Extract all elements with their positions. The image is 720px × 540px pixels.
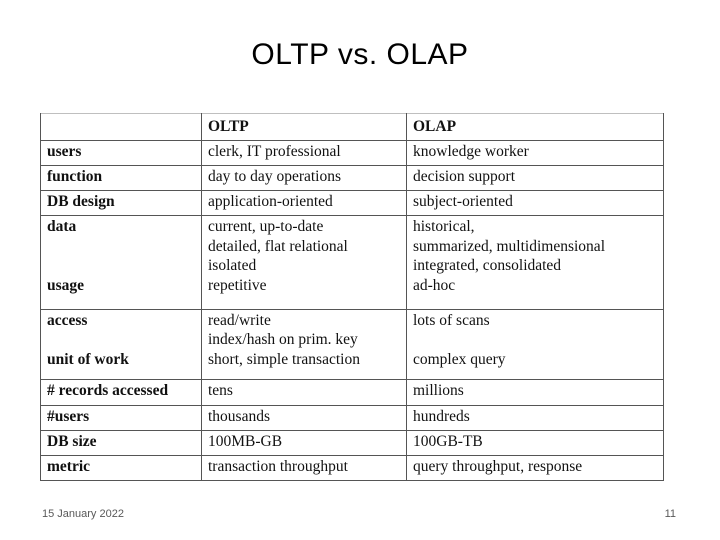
olap-cell: knowledge worker: [406, 140, 664, 167]
oltp-cell: day to day operations: [201, 165, 407, 192]
cell-line: repetitive: [208, 276, 267, 294]
cell-line: [47, 237, 195, 257]
row-label-cell: access unit of work: [40, 309, 202, 381]
oltp-cell: transaction throughput: [201, 455, 407, 482]
cell-line: index/hash on prim. key: [208, 331, 358, 349]
page-number: 11: [664, 508, 676, 520]
oltp-cell: thousands: [201, 405, 407, 431]
row-label-cell: DB design: [40, 190, 202, 217]
comparison-table: OLTP OLAP users clerk, IT professional kno…: [40, 113, 664, 482]
cell-line: hundreds: [413, 407, 470, 425]
cell-line: subject-oriented: [413, 193, 513, 211]
olap-cell: decision support: [406, 165, 664, 192]
row-label-cell: metric: [40, 455, 202, 482]
cell-line: usage: [47, 276, 85, 294]
table-row: users clerk, IT professional knowledge wor…: [40, 140, 664, 167]
row-label-cell: function: [40, 165, 202, 192]
olap-cell: millions: [406, 379, 664, 406]
cell-line: 100GB-TB: [413, 432, 483, 450]
cell-line: decision support: [413, 168, 516, 186]
table-row: # records accessed tens millions: [40, 379, 664, 406]
table-row: DB design application-oriented subject-ori…: [40, 190, 664, 217]
cell-line: summarized, multidimensional: [413, 237, 605, 255]
footer-date: 15 January 2022: [42, 508, 124, 520]
cell-line: complex query: [413, 350, 506, 368]
cell-line: millions: [413, 382, 464, 400]
olap-cell: 100GB-TB: [406, 430, 664, 456]
row-label-cell: # records accessed: [40, 379, 202, 406]
table-row: metric transaction throughput query throug…: [40, 455, 664, 482]
oltp-cell: current, up-to-date detailed, flat relati…: [201, 215, 407, 310]
cell-line: transaction throughput: [208, 457, 348, 475]
cell-line: knowledge worker: [413, 143, 529, 160]
cell-line: access: [47, 311, 88, 329]
table-row: function day to day operations decision su…: [40, 165, 664, 192]
row-label-cell: #users: [40, 405, 202, 431]
cell-line: DB size: [47, 432, 97, 450]
olap-cell: hundreds: [406, 405, 664, 431]
cell-line: [47, 256, 195, 276]
olap-cell: historical, summarized, multidimensional i…: [406, 215, 664, 310]
cell-line: query throughput, response: [413, 457, 583, 475]
olap-cell: subject-oriented: [406, 190, 664, 217]
cell-line: function: [47, 168, 103, 186]
cell-line: day to day operations: [208, 168, 342, 186]
table-row: access unit of work read/write index/hash …: [40, 309, 664, 381]
cell-line: historical,: [413, 218, 475, 236]
cell-line: [47, 330, 195, 350]
cell-line: application-oriented: [208, 193, 333, 211]
cell-line: [413, 330, 657, 350]
oltp-cell: read/write index/hash on prim. key short, …: [201, 309, 407, 381]
cell-line: short, simple transaction: [208, 350, 360, 368]
cell-line: DB design: [47, 193, 115, 211]
table-row: data usage current, up-to-date detailed, f…: [40, 215, 664, 310]
header-cell-olap: OLAP: [406, 113, 664, 141]
row-label-cell: data usage: [40, 215, 202, 310]
cell-line: # records accessed: [47, 382, 169, 400]
header-cell-oltp: OLTP: [201, 113, 407, 141]
olap-cell: lots of scans complex query: [406, 309, 664, 381]
cell-line: isolated: [208, 257, 257, 275]
oltp-olap-table: OLTP OLAP users clerk, IT professional kno…: [40, 113, 664, 482]
table-row: DB size 100MB-GB 100GB-TB: [40, 430, 664, 456]
cell-line: data: [47, 218, 77, 236]
cell-line: clerk, IT professional: [208, 143, 341, 160]
cell-line: users: [47, 143, 82, 160]
table-row: #users thousands hundreds: [40, 405, 664, 431]
cell-line: 100MB-GB: [208, 432, 283, 450]
cell-line: read/write: [208, 311, 271, 329]
slide-title: OLTP vs. OLAP: [251, 38, 469, 71]
cell-line: unit of work: [47, 350, 129, 368]
header-cell-empty: [40, 113, 202, 141]
cell-line: lots of scans: [413, 311, 490, 329]
cell-line: detailed, flat relational: [208, 237, 348, 255]
oltp-cell: clerk, IT professional: [201, 140, 407, 167]
oltp-cell: 100MB-GB: [201, 430, 407, 456]
cell-line: #users: [47, 407, 90, 425]
oltp-cell: application-oriented: [201, 190, 407, 217]
cell-line: ad-hoc: [413, 276, 456, 294]
row-label-cell: DB size: [40, 430, 202, 456]
olap-cell: query throughput, response: [406, 455, 664, 482]
oltp-cell: tens: [201, 379, 407, 406]
cell-line: metric: [47, 457, 91, 475]
cell-line: current, up-to-date: [208, 218, 324, 236]
table-header-row: OLTP OLAP: [40, 113, 664, 141]
row-label-cell: users: [40, 140, 202, 167]
cell-line: integrated, consolidated: [413, 257, 562, 275]
cell-line: thousands: [208, 407, 270, 425]
cell-line: tens: [208, 382, 233, 400]
